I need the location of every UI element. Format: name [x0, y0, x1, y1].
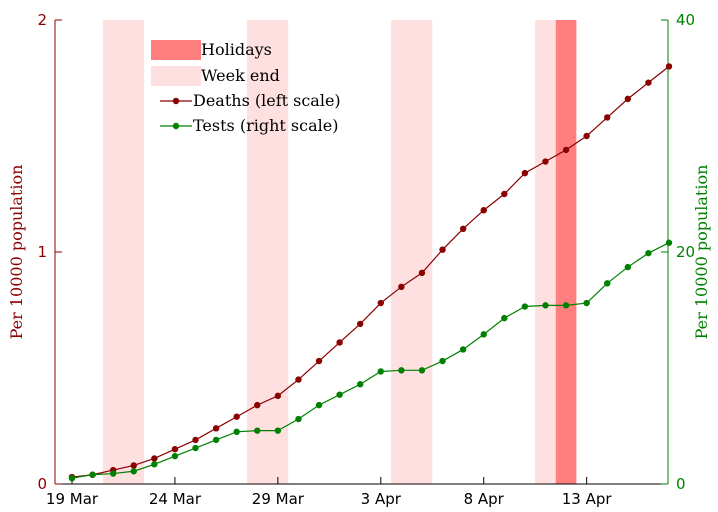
x-tick-label: 13 Apr: [562, 490, 613, 508]
tests-point: [439, 357, 446, 365]
tests-point: [151, 461, 158, 468]
right-tick-label: 40: [676, 11, 695, 29]
left-axis-label: Per 10000 population: [7, 165, 26, 340]
tests-point: [459, 346, 467, 353]
tests-point: [521, 303, 529, 310]
deaths-point: [254, 401, 261, 409]
deaths-point: [439, 246, 446, 253]
legend-tests-label: Tests (right scale): [193, 116, 338, 135]
left-tick-label: 0: [37, 475, 47, 493]
legend-weekend-swatch: [151, 66, 201, 86]
deaths-point: [459, 225, 467, 232]
deaths-point: [315, 357, 323, 365]
left-tick-label: 1: [37, 243, 47, 261]
deaths-point: [583, 132, 590, 140]
weekend-band: [246, 20, 289, 484]
tests-series-line: [71, 242, 670, 479]
deaths-point: [562, 146, 570, 154]
deaths-point: [645, 79, 652, 86]
deaths-series-line: [71, 65, 670, 478]
tests-point: [233, 428, 240, 435]
shaded-bands: [102, 20, 577, 484]
tests-point: [336, 391, 343, 398]
x-tick-label: 8 Apr: [464, 490, 505, 508]
x-tick-label: 19 Mar: [46, 490, 99, 508]
tests-point: [418, 367, 426, 374]
deaths-point: [542, 158, 549, 165]
deaths-point: [233, 413, 240, 420]
tests-point: [665, 239, 673, 246]
right-tick-label: 0: [676, 475, 686, 493]
deaths-point: [377, 299, 384, 307]
deaths-point: [295, 376, 302, 383]
tests-point: [295, 415, 302, 423]
legend-tests-marker: [172, 122, 180, 130]
deaths-point: [418, 269, 426, 277]
tests-point: [542, 302, 549, 309]
tests-point: [254, 427, 261, 434]
legend-deaths-label: Deaths (left scale): [193, 91, 341, 110]
deaths-point: [212, 425, 220, 432]
tests-point: [192, 444, 199, 452]
right-tick-label: 20: [676, 243, 695, 261]
legend-weekend-label: Week end: [201, 66, 280, 85]
left-axis: Per 10000 population: [7, 20, 56, 484]
deaths-point: [398, 283, 405, 290]
right-axis-label: Per 10000 population: [692, 165, 711, 340]
tests-point: [604, 280, 611, 287]
deaths-point: [336, 339, 343, 346]
tests-point: [398, 367, 405, 374]
x-tick-label: 24 Mar: [149, 490, 202, 508]
tests-point: [624, 263, 632, 271]
tests-point: [171, 452, 179, 460]
legend-holiday-swatch: [151, 40, 201, 60]
left-tick-label: 2: [37, 11, 47, 29]
deaths-point: [501, 190, 508, 198]
tests-point: [212, 436, 220, 444]
deaths-point: [357, 320, 364, 328]
deaths-point: [521, 169, 529, 177]
tests-point: [583, 299, 590, 307]
deaths-point: [274, 392, 282, 400]
tests-point: [645, 249, 652, 257]
deaths-point: [171, 446, 179, 453]
holiday-band: [555, 20, 577, 484]
deaths-point: [480, 207, 487, 214]
tests-point: [89, 471, 96, 478]
tests-point: [274, 427, 282, 434]
tests-point: [68, 475, 76, 482]
weekend-band: [102, 20, 145, 484]
tests-point: [501, 314, 508, 322]
tests-point: [357, 381, 364, 388]
legend-holidays-label: Holidays: [201, 40, 272, 59]
tests-point: [109, 470, 117, 477]
tests-point: [315, 401, 323, 409]
deaths-point: [604, 114, 611, 121]
tests-point: [562, 302, 570, 309]
x-tick-label: 29 Mar: [252, 490, 305, 508]
deaths-point: [665, 63, 673, 70]
deaths-point: [624, 95, 632, 103]
tests-point: [377, 368, 384, 375]
legend-deaths-marker: [172, 97, 180, 105]
tests-point: [480, 331, 487, 338]
x-tick-label: 3 Apr: [361, 490, 402, 508]
deaths-point: [130, 462, 137, 469]
weekend-band: [391, 20, 433, 484]
series: [68, 63, 673, 482]
deaths-point: [151, 455, 158, 462]
legend: Holidays Week end Deaths (left scale) Te…: [151, 40, 341, 135]
tests-point: [130, 468, 137, 475]
deaths-point: [192, 436, 199, 444]
